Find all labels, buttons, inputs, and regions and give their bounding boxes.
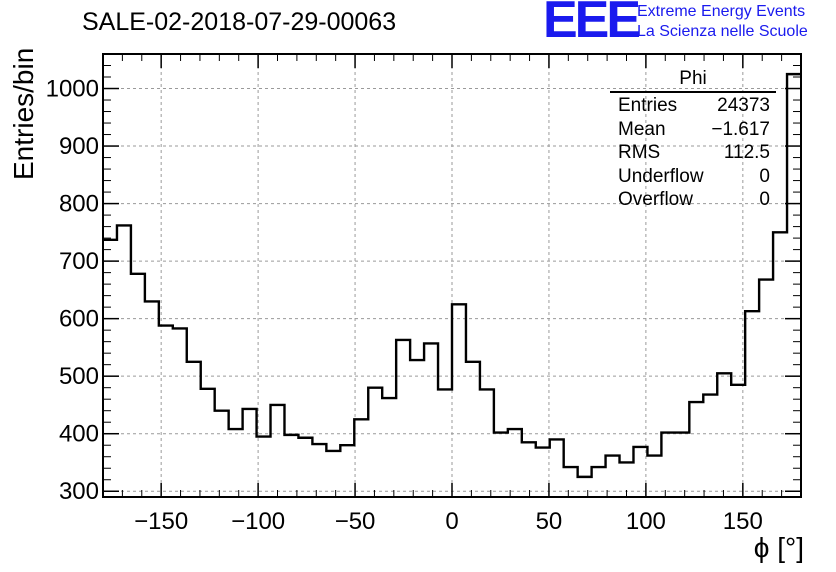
y-tick-label: 700 bbox=[59, 248, 99, 275]
x-tick-label: −50 bbox=[335, 508, 376, 535]
x-tick-label: 0 bbox=[445, 508, 458, 535]
eee-logo: EEE bbox=[543, 0, 641, 49]
y-tick-label: 500 bbox=[59, 363, 99, 390]
x-tick-label: 100 bbox=[626, 508, 666, 535]
y-tick-label: 1000 bbox=[46, 76, 99, 103]
histogram-line bbox=[103, 72, 801, 479]
stat-value: 112.5 bbox=[723, 142, 770, 163]
x-tick-label: −150 bbox=[134, 508, 188, 535]
stat-value: −1.617 bbox=[711, 118, 770, 140]
stat-value: 24373 bbox=[717, 95, 770, 116]
brand-text: Extreme Energy Events La Scienza nelle S… bbox=[637, 2, 808, 42]
y-tick-label: 800 bbox=[59, 191, 99, 218]
stats-title: Phi bbox=[610, 68, 776, 93]
stat-row-rms: RMS 112.5 bbox=[610, 141, 776, 165]
stat-row-mean: Mean −1.617 bbox=[610, 118, 776, 142]
y-tick-label: 900 bbox=[59, 133, 99, 160]
x-tick-label: 150 bbox=[723, 508, 763, 535]
y-tick-label: 300 bbox=[59, 478, 99, 505]
brand-line-1: Extreme Energy Events bbox=[637, 3, 806, 20]
x-axis-label: ϕ [°] bbox=[753, 532, 804, 563]
axis-ticks bbox=[102, 53, 802, 497]
x-tick-labels: −150 −100 −50 0 50 100 150 bbox=[134, 508, 763, 535]
x-tick-label: −100 bbox=[231, 508, 285, 535]
stat-label: Overflow bbox=[618, 189, 693, 210]
stat-label: RMS bbox=[618, 142, 661, 163]
stat-label: Underflow bbox=[618, 165, 704, 187]
y-tick-label: 600 bbox=[59, 306, 99, 333]
stat-row-entries: Entries 24373 bbox=[610, 94, 776, 118]
stats-box: Phi Entries 24373 Mean −1.617 RMS 112.5 Und… bbox=[610, 68, 776, 212]
y-tick-label: 400 bbox=[59, 421, 99, 448]
y-axis-label: Entries/bin bbox=[8, 47, 39, 180]
stat-value: 0 bbox=[759, 165, 770, 187]
y-tick-labels: 300 400 500 600 700 800 900 1000 bbox=[46, 76, 99, 506]
stat-row-underflow: Underflow 0 bbox=[610, 165, 776, 189]
x-tick-label: 50 bbox=[536, 508, 563, 535]
stat-value: 0 bbox=[759, 189, 770, 210]
stat-row-overflow: Overflow 0 bbox=[610, 188, 776, 212]
chart-title: SALE-02-2018-07-29-00063 bbox=[82, 8, 397, 36]
stat-label: Mean bbox=[618, 118, 666, 140]
brand-line-2: La Scienza nelle Scuole bbox=[637, 23, 808, 40]
stat-label: Entries bbox=[618, 95, 678, 116]
